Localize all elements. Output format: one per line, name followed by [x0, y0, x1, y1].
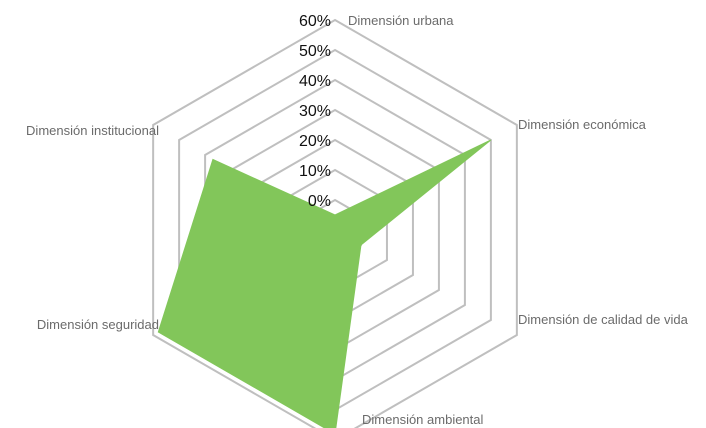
tick-label: 0%: [308, 193, 331, 210]
tick-label: 50%: [299, 43, 331, 60]
tick-label: 60%: [299, 13, 331, 30]
tick-label: 20%: [299, 133, 331, 150]
axis-label-seguridad: Dimensión seguridad: [37, 317, 159, 332]
axis-label-economica: Dimensión económica: [518, 117, 647, 132]
series-area-0: [157, 139, 492, 428]
tick-label: 10%: [299, 163, 331, 180]
tick-label: 40%: [299, 73, 331, 90]
axis-label-calidad-de-vida: Dimensión de calidad de vida: [518, 312, 689, 327]
axis-label-institucional: Dimensión institucional: [26, 123, 159, 138]
grid-ring: [152, 18, 518, 428]
axis-label-urbana: Dimensión urbana: [348, 13, 454, 28]
tick-label: 30%: [299, 103, 331, 120]
tick-labels: 0% 10% 20% 30% 40% 50% 60%: [299, 13, 331, 210]
series-layer: [157, 139, 492, 428]
axis-label-ambiental: Dimensión ambiental: [362, 412, 484, 427]
axis-labels: Dimensión urbana Dimensión económica Dim…: [26, 13, 689, 427]
